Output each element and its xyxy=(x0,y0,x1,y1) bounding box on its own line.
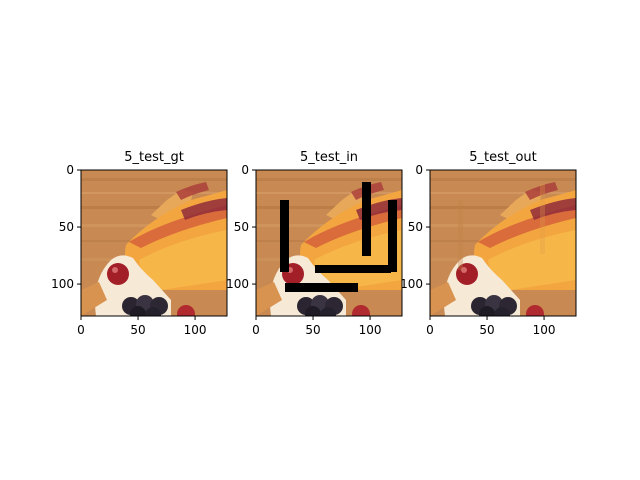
mask-stroke xyxy=(388,200,397,272)
panel-gt: 5_test_gt xyxy=(80,150,228,317)
x-tick-label: 50 xyxy=(305,323,320,337)
axes-frame xyxy=(80,169,228,317)
y-tick-label: 50 xyxy=(408,220,423,234)
x-tick-label: 100 xyxy=(184,323,207,337)
y-tick-label: 0 xyxy=(66,163,74,177)
y-tick-label: 50 xyxy=(234,220,249,234)
y-tick-label: 100 xyxy=(51,277,74,291)
y-tick-label: 100 xyxy=(226,277,249,291)
x-tick-label: 0 xyxy=(77,323,85,337)
panel-in: 5_test_in xyxy=(255,150,403,317)
mask-stroke xyxy=(285,283,358,292)
x-tick-label: 50 xyxy=(130,323,145,337)
axes-frame xyxy=(255,169,403,317)
mask-stroke xyxy=(362,182,371,256)
x-tick-label: 100 xyxy=(359,323,382,337)
x-tick-label: 0 xyxy=(252,323,260,337)
y-tick-label: 100 xyxy=(400,277,423,291)
fruit-tart-photo-image xyxy=(81,170,227,316)
mask-stroke xyxy=(315,265,391,273)
x-tick-label: 100 xyxy=(533,323,556,337)
fruit-tart-photo-image xyxy=(256,170,402,316)
x-tick-label: 0 xyxy=(426,323,434,337)
panel-title: 5_test_out xyxy=(469,150,537,165)
y-tick-label: 0 xyxy=(415,163,423,177)
panel-out: 5_test_out xyxy=(429,150,577,317)
y-tick-label: 0 xyxy=(241,163,249,177)
mask-strokes xyxy=(280,182,397,292)
x-tick-label: 50 xyxy=(479,323,494,337)
axis-ticks: 0 50 100 0 50 100 0 50 100 0 50 100 0 50 100 0 50 100 xyxy=(51,163,555,337)
panel-title: 5_test_in xyxy=(300,150,358,165)
mask-stroke xyxy=(280,200,289,272)
panel-title: 5_test_gt xyxy=(124,150,184,165)
fruit-tart-photo-image xyxy=(430,170,576,316)
axes-frame xyxy=(429,169,577,317)
y-tick-label: 50 xyxy=(59,220,74,234)
